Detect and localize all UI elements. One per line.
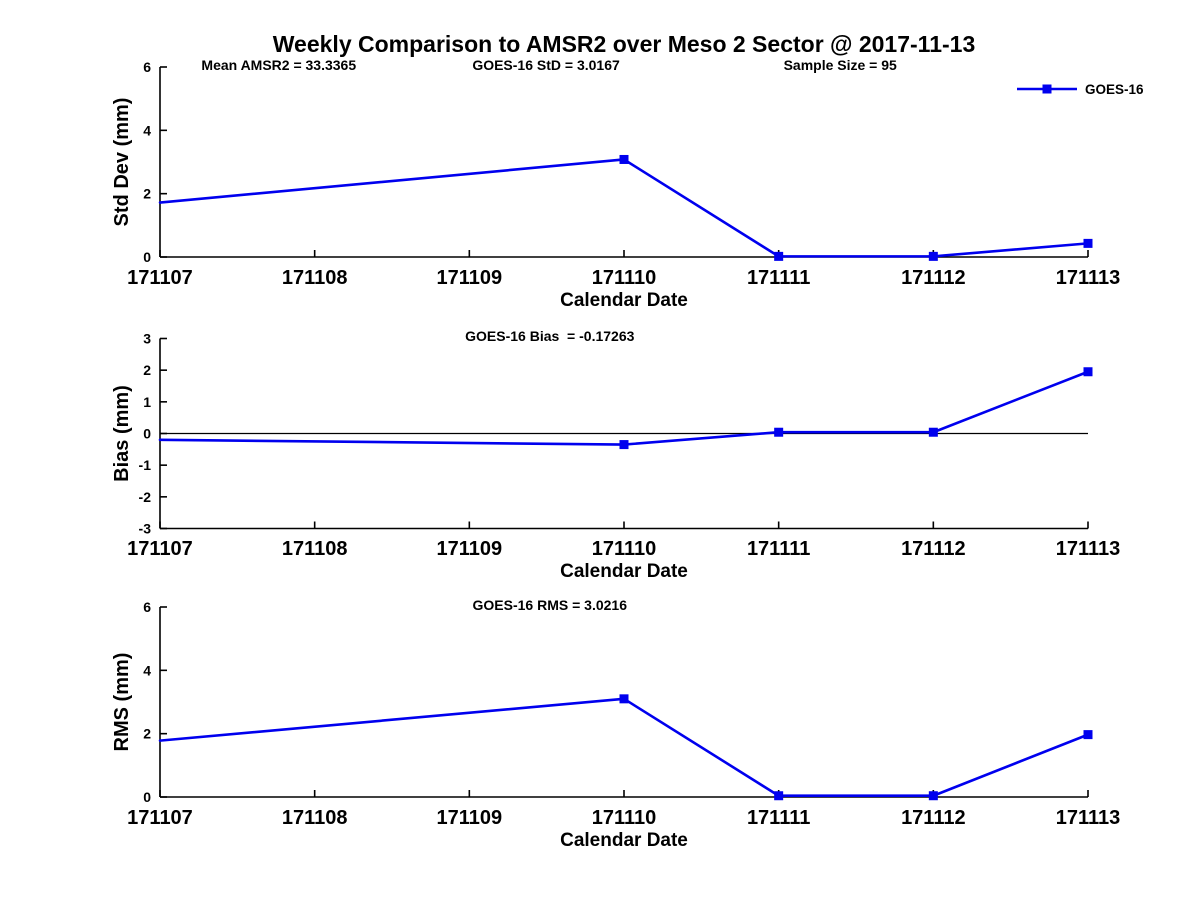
series-line bbox=[158, 697, 1090, 798]
x-axis-label: Calendar Date bbox=[560, 561, 688, 582]
series-marker bbox=[774, 791, 784, 801]
series-marker bbox=[928, 427, 938, 437]
series-marker bbox=[928, 791, 938, 801]
series-marker bbox=[1083, 238, 1093, 248]
y-tick-label: 4 bbox=[143, 662, 151, 678]
annotation-text: Mean AMSR2 = 33.3365 bbox=[201, 57, 356, 73]
x-axis-label: Calendar Date bbox=[560, 290, 688, 311]
annotation-text: GOES-16 StD = 3.0167 bbox=[472, 57, 620, 73]
y-tick-label: 4 bbox=[143, 122, 151, 138]
x-tick-label: 171110 bbox=[592, 807, 657, 829]
series-marker bbox=[1083, 730, 1093, 740]
y-axis-label: RMS (mm) bbox=[111, 653, 133, 752]
x-tick-label: 171109 bbox=[437, 267, 503, 289]
series-marker bbox=[619, 154, 629, 164]
x-tick-label: 171107 bbox=[127, 267, 193, 289]
x-tick-label: 171112 bbox=[901, 267, 966, 289]
legend-label: GOES-16 bbox=[1085, 81, 1144, 97]
series-marker bbox=[774, 427, 784, 437]
annotation-text: Sample Size = 95 bbox=[784, 57, 897, 73]
y-tick-label: 2 bbox=[143, 362, 151, 378]
y-tick-label: 0 bbox=[143, 789, 151, 805]
y-tick-label: -3 bbox=[139, 521, 152, 537]
x-tick-label: 171108 bbox=[282, 807, 348, 829]
y-axis-label: Bias (mm) bbox=[111, 385, 133, 482]
x-tick-label: 171113 bbox=[1056, 538, 1121, 560]
x-tick-label: 171112 bbox=[901, 538, 966, 560]
y-tick-label: 0 bbox=[143, 249, 151, 265]
y-tick-label: 6 bbox=[143, 599, 151, 615]
y-tick-label: 3 bbox=[143, 331, 151, 347]
x-tick-label: 171111 bbox=[747, 538, 810, 560]
x-tick-label: 171107 bbox=[127, 807, 193, 829]
x-tick-label: 171113 bbox=[1056, 267, 1121, 289]
series-marker bbox=[774, 251, 784, 261]
y-tick-label: 6 bbox=[143, 59, 151, 75]
x-tick-label: 171110 bbox=[592, 267, 657, 289]
y-tick-label: 1 bbox=[143, 394, 151, 410]
y-axis-label: Std Dev (mm) bbox=[111, 98, 133, 227]
x-tick-label: 171112 bbox=[901, 807, 966, 829]
x-tick-label: 171111 bbox=[747, 807, 810, 829]
legend-marker-icon bbox=[1042, 84, 1052, 94]
legend: GOES-16 bbox=[1016, 80, 1144, 98]
y-tick-label: -2 bbox=[139, 489, 152, 505]
series-marker bbox=[619, 694, 629, 704]
y-tick-label: 2 bbox=[143, 186, 151, 202]
y-tick-label: 2 bbox=[143, 726, 151, 742]
annotation-text: GOES-16 RMS = 3.0216 bbox=[473, 597, 628, 613]
x-tick-label: 171108 bbox=[282, 538, 348, 560]
series-marker bbox=[1083, 367, 1093, 377]
series-line bbox=[158, 158, 1090, 258]
series-marker bbox=[928, 251, 938, 261]
series-marker bbox=[619, 440, 629, 450]
legend-line-swatch bbox=[1017, 84, 1077, 94]
x-tick-label: 171109 bbox=[437, 538, 503, 560]
annotation-text: GOES-16 Bias = -0.17263 bbox=[465, 328, 634, 344]
x-axis-label: Calendar Date bbox=[560, 830, 688, 851]
x-tick-label: 171109 bbox=[437, 807, 503, 829]
x-tick-label: 171107 bbox=[127, 538, 193, 560]
x-tick-label: 171110 bbox=[592, 538, 657, 560]
x-tick-label: 171108 bbox=[282, 267, 348, 289]
x-tick-label: 171113 bbox=[1056, 807, 1121, 829]
figure-title: Weekly Comparison to AMSR2 over Meso 2 S… bbox=[272, 31, 976, 57]
y-tick-label: 0 bbox=[143, 426, 151, 442]
y-tick-label: -1 bbox=[139, 457, 152, 473]
x-tick-label: 171111 bbox=[747, 267, 810, 289]
